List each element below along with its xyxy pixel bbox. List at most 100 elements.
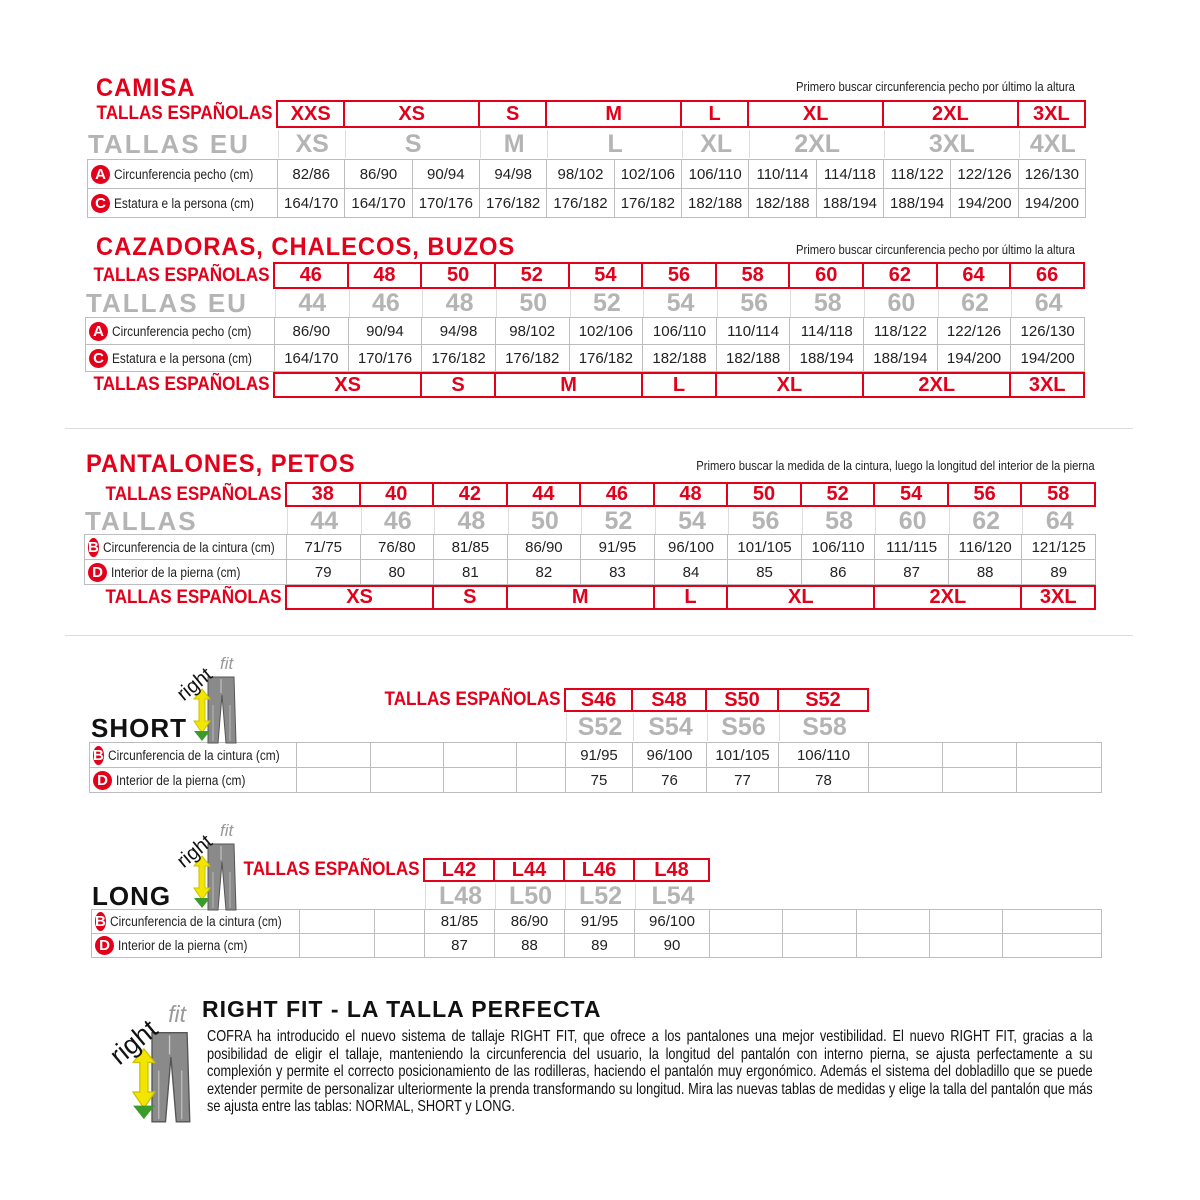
measure-value: 81: [433, 559, 508, 585]
spanish-size-xl: XL: [747, 100, 884, 128]
spanish-size-62: 62: [862, 262, 938, 289]
measure-value: 76/80: [359, 534, 435, 560]
measure-value: 91/95: [564, 909, 635, 934]
measure-value: [370, 742, 444, 768]
badge-d-icon: D: [95, 936, 114, 955]
measure-value: [299, 933, 375, 958]
measure-value: 71/75: [286, 534, 361, 560]
badge-b-icon: B: [95, 912, 106, 931]
measure-value: 86/90: [494, 909, 565, 934]
measure-value: 126/130: [1010, 317, 1085, 345]
spanish-size-50: 50: [420, 262, 496, 289]
spanish-size-s48: S48: [631, 688, 707, 712]
measure-label-text: Circunferencia pecho (cm): [112, 323, 252, 339]
badge-a-icon: A: [91, 164, 110, 184]
measure-label: D Interior de la pierna (cm): [91, 933, 300, 958]
eu-size-s58: S58: [779, 713, 869, 741]
spanish-sizes-label: TALLAS ESPAÑOLAS: [93, 264, 270, 286]
measure-value: 126/130: [1017, 159, 1086, 189]
measure-value: 114/118: [789, 317, 865, 345]
eu-size-44: 44: [275, 289, 349, 317]
short-title: SHORT: [91, 713, 187, 743]
eu-size-60: 60: [875, 507, 949, 535]
spanish-size-48: 48: [346, 262, 423, 289]
eu-size-3xl: 3XL: [884, 130, 1019, 158]
camisa-title: CAMISA: [96, 74, 196, 102]
rightfit-logo-icon: right fit: [173, 655, 237, 744]
measure-value: 78: [778, 767, 869, 793]
measure-value: [929, 909, 1003, 934]
spanish-size-l48: L48: [633, 858, 710, 882]
measure-value: [868, 742, 943, 768]
measure-value: 90/94: [347, 317, 423, 345]
measure-value: [299, 909, 375, 934]
spanish-size-46: 46: [273, 262, 349, 289]
measure-label: A Circunferencia pecho (cm): [87, 159, 278, 189]
spanish-size-xl: XL: [714, 372, 865, 398]
measure-value: 81/85: [424, 909, 495, 934]
eu-size-58: 58: [801, 507, 876, 535]
eu-size-l: L: [547, 130, 682, 158]
measure-value: 86/90: [274, 317, 349, 345]
spanish-size-m: M: [493, 372, 644, 398]
spanish-size-l42: L42: [423, 858, 495, 882]
measure-value: 176/182: [568, 344, 644, 372]
measure-label-text: Interior de la pierna (cm): [118, 938, 248, 953]
eu-size-50: 50: [507, 507, 582, 535]
spanish-size-54: 54: [567, 262, 644, 289]
measure-value: 164/170: [344, 188, 413, 218]
measure-value: 96/100: [653, 534, 729, 560]
badge-c-icon: C: [91, 193, 110, 213]
measure-value: 86/90: [506, 534, 582, 560]
measure-label: B Circunferencia de la cintura (cm): [91, 909, 300, 934]
spanish-size-l46: L46: [563, 858, 635, 882]
cazadoras-note: Primero buscar circunferencia pecho por …: [796, 243, 1075, 257]
measure-label-text: Circunferencia pecho (cm): [114, 166, 254, 182]
eu-sizes-label: TALLAS EU: [88, 128, 250, 159]
badge-a-icon: A: [89, 321, 108, 341]
spanish-size-m: M: [545, 100, 682, 128]
measure-value: 188/194: [863, 344, 938, 372]
measure-label-text: Estatura e la persona (cm): [112, 350, 252, 366]
measure-value: 79: [286, 559, 361, 585]
rightfit-logo-icon: right fit: [173, 822, 237, 911]
measure-value: 83: [580, 559, 655, 585]
measure-value: 182/188: [642, 344, 717, 372]
measure-value: [374, 909, 425, 934]
measure-value: 188/194: [883, 188, 952, 218]
measure-value: [516, 742, 566, 768]
measure-value: 114/118: [815, 159, 884, 189]
measure-value: 111/115: [874, 534, 949, 560]
measure-value: 170/176: [411, 188, 480, 218]
badge-c-icon: C: [89, 348, 108, 368]
measure-value: [1002, 909, 1102, 934]
eu-size-56: 56: [716, 289, 791, 317]
pantalones-title: PANTALONES, PETOS: [86, 450, 356, 478]
measure-value: 89: [1021, 559, 1096, 585]
measure-value: [443, 742, 517, 768]
divider: [65, 428, 1133, 429]
spanish-size-xxs: XXS: [276, 100, 346, 128]
eu-size-s56: S56: [707, 713, 779, 741]
eu-size-58: 58: [790, 289, 864, 317]
measure-value: 188/194: [815, 188, 884, 218]
spanish-size-s52: S52: [777, 688, 869, 712]
measure-value: [1002, 933, 1102, 958]
spanish-size-l: L: [680, 100, 750, 128]
eu-size-54: 54: [654, 507, 729, 535]
measure-value: 85: [727, 559, 802, 585]
measure-value: 101/105: [706, 742, 779, 768]
svg-text:fit: fit: [168, 1003, 187, 1027]
spanish-sizes-label: TALLAS ESPAÑOLAS: [96, 103, 273, 124]
spanish-size-50: 50: [726, 482, 802, 507]
spanish-sizes-label: TALLAS ESPAÑOLAS: [243, 859, 420, 880]
measure-value: 164/170: [274, 344, 349, 372]
spanish-size-2xl: 2XL: [873, 585, 1023, 610]
eu-sizes-label: TALLAS EU: [86, 288, 248, 318]
measure-value: 176/182: [494, 344, 570, 372]
measure-value: 118/122: [883, 159, 952, 189]
measure-value: 194/200: [936, 344, 1012, 372]
spanish-sizes-label: TALLAS ESPAÑOLAS: [384, 689, 561, 710]
cazadoras-title: CAZADORAS, CHALECOS, BUZOS: [96, 233, 516, 261]
